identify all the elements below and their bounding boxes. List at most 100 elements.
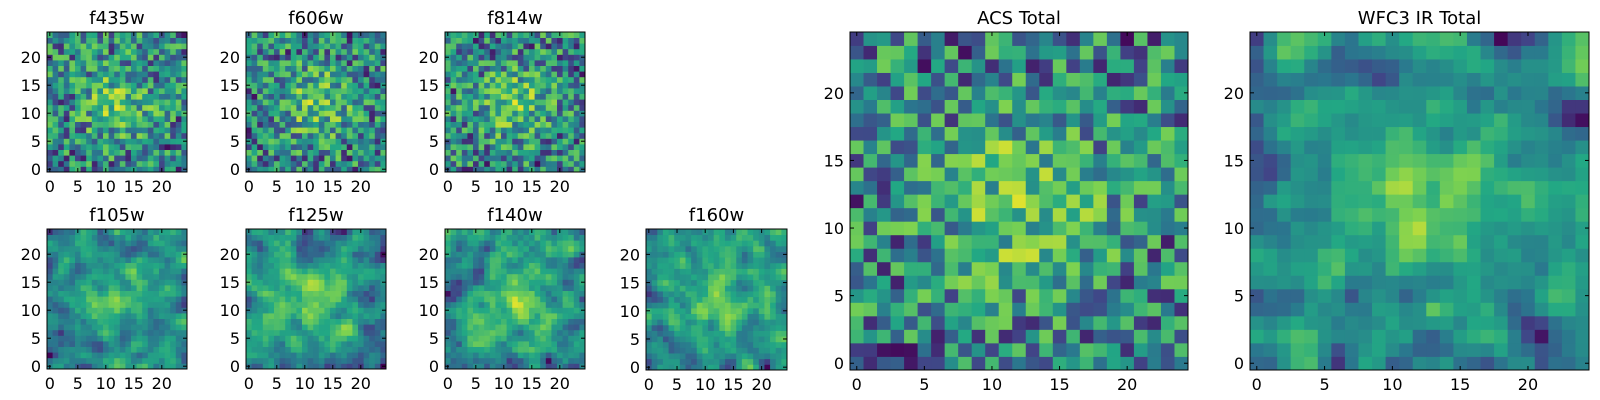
heatmap-cell xyxy=(296,144,303,150)
heatmap-cell xyxy=(147,245,154,252)
heatmap-cell xyxy=(363,285,370,291)
heatmap-cell xyxy=(517,301,524,308)
heatmap-cell xyxy=(517,48,524,55)
heatmap-cell xyxy=(324,76,331,83)
heatmap-cell xyxy=(268,32,275,38)
heatmap-cell xyxy=(279,329,286,336)
heatmap-cell xyxy=(1093,234,1108,249)
heatmap-cell xyxy=(562,32,569,38)
heatmap-cell xyxy=(302,245,308,252)
heatmap-cell xyxy=(545,357,552,364)
heatmap-cell xyxy=(47,329,53,336)
heatmap-cell xyxy=(170,160,177,167)
heatmap-cell xyxy=(75,257,81,263)
heatmap-cell xyxy=(91,43,98,50)
heatmap-cell xyxy=(529,251,535,258)
heatmap-cell xyxy=(512,234,519,241)
heatmap-cell xyxy=(456,335,463,342)
heatmap-cell xyxy=(691,268,698,275)
heatmap-cell xyxy=(352,127,359,134)
heatmap-cell xyxy=(506,341,513,347)
heatmap-cell xyxy=(164,245,171,252)
heatmap-cell xyxy=(1147,261,1162,276)
heatmap-cell xyxy=(545,71,552,78)
heatmap-cell xyxy=(473,307,479,314)
heatmap-cell xyxy=(125,268,132,275)
heatmap-cell xyxy=(863,288,878,303)
heatmap-cell xyxy=(551,116,558,122)
heatmap-cell xyxy=(80,290,87,297)
heatmap-cell xyxy=(1160,288,1175,303)
heatmap-cell xyxy=(164,32,171,38)
heatmap-cell xyxy=(545,341,552,347)
heatmap-cell xyxy=(75,82,81,89)
heatmap-cell xyxy=(91,245,98,252)
heatmap-cell xyxy=(685,268,692,275)
heatmap-cell xyxy=(747,229,754,236)
heatmap-cell xyxy=(341,301,348,308)
heatmap-cell xyxy=(473,262,479,269)
heatmap-cell xyxy=(651,347,658,354)
heatmap-cell xyxy=(562,363,569,370)
heatmap-cell xyxy=(501,121,507,128)
heatmap-cell xyxy=(529,93,535,100)
heatmap-cell xyxy=(181,257,188,263)
heatmap-cell xyxy=(534,363,541,370)
heatmap-cell xyxy=(324,240,331,247)
heatmap-cell xyxy=(736,251,743,258)
heatmap-cell xyxy=(719,251,726,258)
heatmap-cell xyxy=(523,318,530,325)
heatmap-cell xyxy=(445,76,451,83)
heatmap-cell xyxy=(318,116,325,122)
heatmap-cell xyxy=(730,245,737,252)
heatmap-cell xyxy=(450,132,457,139)
heatmap-cell xyxy=(679,302,686,309)
heatmap-cell xyxy=(540,104,547,111)
heatmap-cell xyxy=(724,234,731,241)
heatmap-cell xyxy=(562,245,569,252)
heatmap-cell xyxy=(268,279,275,286)
heatmap-cells xyxy=(246,32,387,173)
heatmap-cell xyxy=(164,99,171,106)
heatmap-cell xyxy=(450,71,457,78)
heatmap-cell xyxy=(108,155,115,162)
heatmap-cell xyxy=(147,54,154,61)
heatmap-cell xyxy=(302,110,308,117)
heatmap-cell xyxy=(181,285,188,291)
heatmap-cell xyxy=(1025,329,1040,344)
heatmap-cell xyxy=(52,65,59,72)
heatmap-cell xyxy=(512,251,519,258)
heatmap-cell xyxy=(1147,329,1162,344)
heatmap-cell xyxy=(335,240,342,247)
heatmap-cell xyxy=(1147,221,1162,236)
heatmap-cell xyxy=(52,234,59,241)
heatmap-cell xyxy=(467,48,474,55)
heatmap-cell xyxy=(668,240,675,247)
heatmap-cell xyxy=(568,318,575,325)
heatmap-cell xyxy=(850,167,864,182)
heatmap-cell xyxy=(753,251,760,258)
heatmap-cell xyxy=(142,268,149,275)
heatmap-cell xyxy=(63,110,70,117)
heatmap-cell xyxy=(296,352,303,359)
heatmap-cell xyxy=(80,257,87,263)
heatmap-cell xyxy=(58,307,65,314)
x-tick-label: 20 xyxy=(351,177,371,196)
heatmap-cell xyxy=(114,268,121,275)
heatmap-cell xyxy=(551,104,558,111)
heatmap-cell xyxy=(1160,356,1175,371)
heatmap-cell xyxy=(307,104,314,111)
heatmap-cell xyxy=(63,104,70,111)
heatmap-cell xyxy=(131,65,137,72)
heatmap-cell xyxy=(63,160,70,167)
heatmap-cell xyxy=(863,180,878,195)
heatmap-cell xyxy=(568,60,575,66)
heatmap-cell xyxy=(164,160,171,167)
heatmap-cell xyxy=(506,37,513,44)
heatmap-cell xyxy=(268,307,275,314)
x-tick-label: 0 xyxy=(644,375,654,394)
heatmap-cell xyxy=(473,290,479,297)
heatmap-cell xyxy=(324,88,331,94)
heatmap-cell xyxy=(551,352,558,359)
heatmap-cell xyxy=(91,48,98,55)
